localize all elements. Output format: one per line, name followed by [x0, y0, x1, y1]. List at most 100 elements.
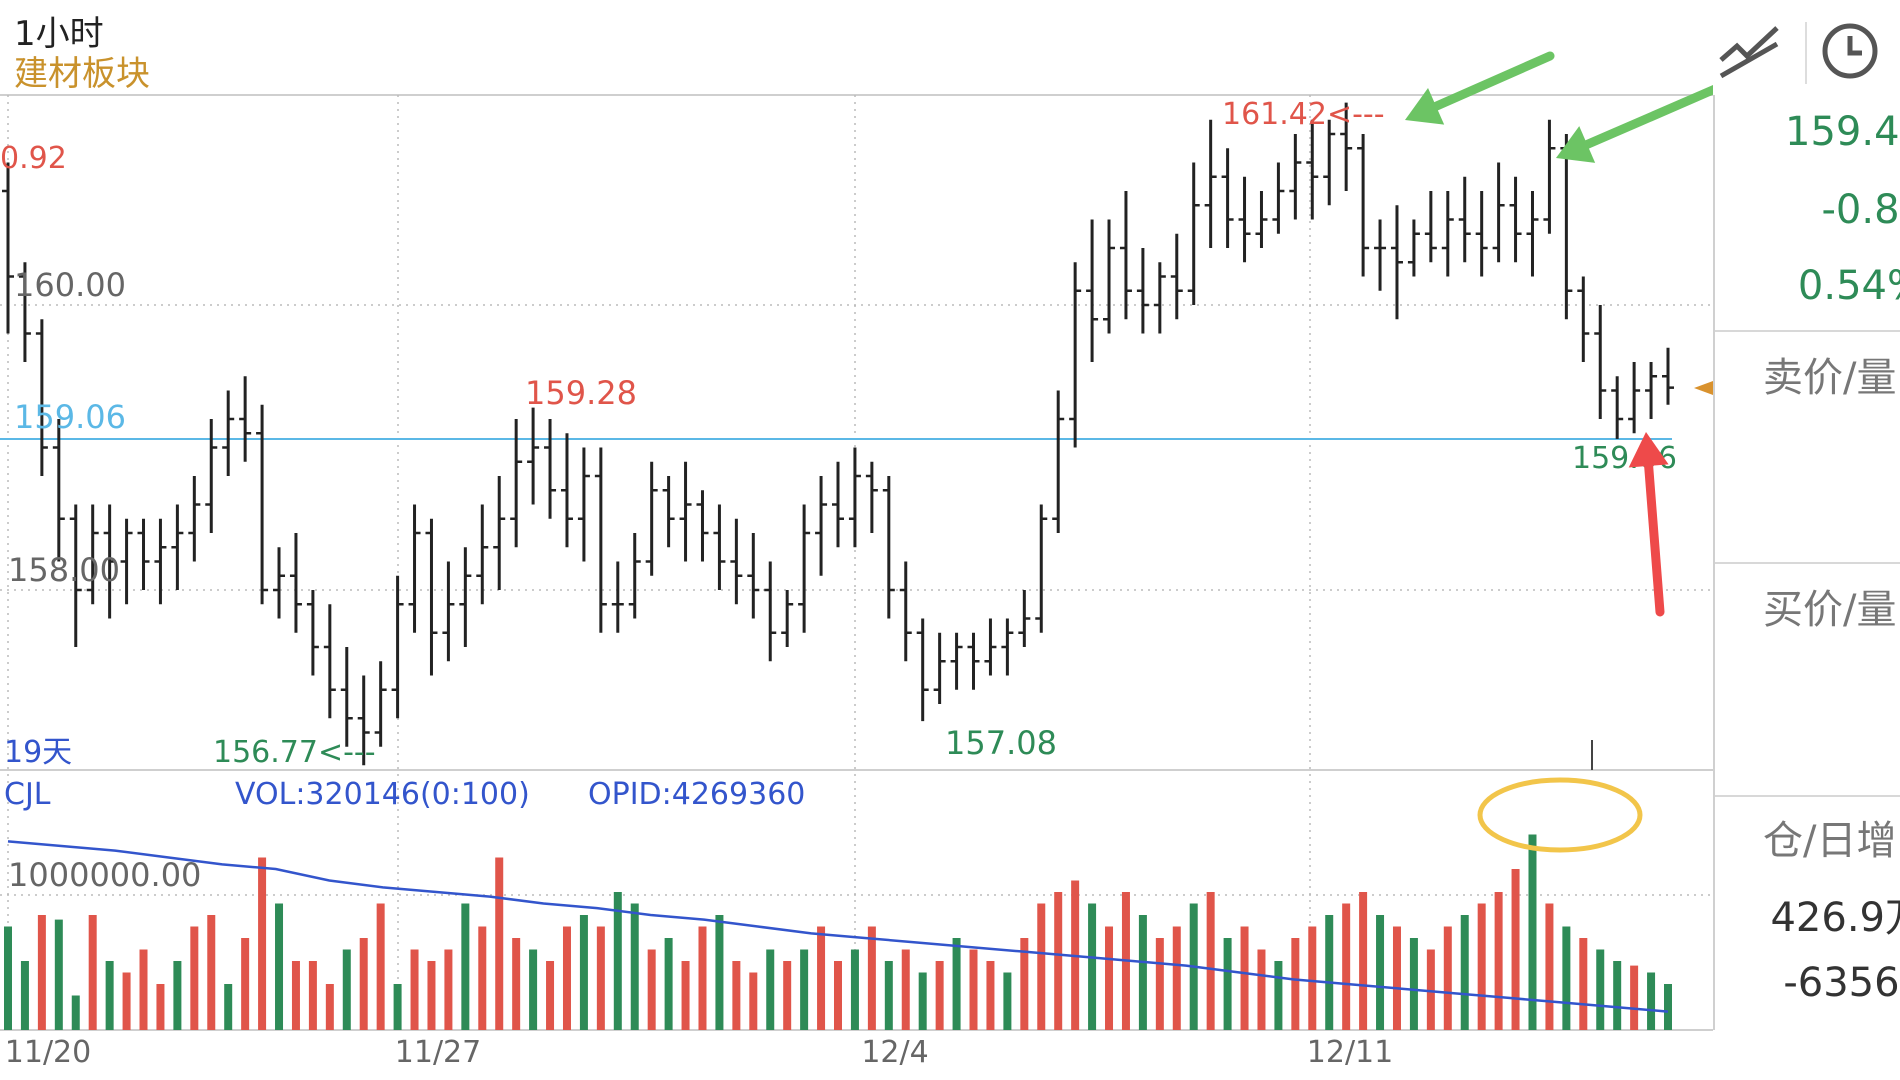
volume-bar — [512, 938, 521, 1030]
volume-bar — [1460, 915, 1469, 1030]
ohlc-bar — [1628, 362, 1641, 434]
panel-divider — [1715, 562, 1900, 564]
ohlc-bar — [984, 618, 997, 676]
ohlc-bar — [865, 461, 878, 533]
ohlc-bar — [1035, 504, 1048, 633]
ohlc-bar — [306, 590, 319, 676]
ohlc-bar — [1323, 119, 1336, 206]
clock-icon[interactable] — [1815, 16, 1885, 86]
price-bars — [2, 102, 1674, 766]
trend-line-icon[interactable] — [1715, 16, 1785, 86]
volume-bar — [1274, 961, 1283, 1030]
ohlc-bar — [69, 504, 82, 647]
ohlc-bar — [442, 561, 455, 662]
bid-price: -- — [1715, 662, 1900, 703]
volume-bar — [1511, 869, 1520, 1030]
ohlc-bar — [1238, 176, 1251, 263]
ohlc-bar — [222, 390, 235, 476]
ohlc-bar — [527, 407, 540, 505]
volume-bar — [749, 972, 758, 1030]
volume-bar — [1630, 965, 1639, 1030]
highlight-arrow — [1425, 51, 1555, 114]
ohlc-bar — [171, 504, 184, 590]
ohlc-bar — [764, 561, 777, 662]
volume-bar — [1325, 915, 1334, 1030]
volume-bar — [715, 915, 724, 1030]
highlight-arrow-head — [1405, 87, 1445, 125]
volume-bar — [1545, 903, 1554, 1030]
ohlc-bar — [1086, 219, 1099, 362]
ohlc-bar — [916, 618, 929, 722]
volume-bar — [546, 961, 555, 1030]
ohlc-bar — [1662, 347, 1674, 405]
ohlc-bar — [1001, 618, 1014, 676]
volume-bar — [1376, 915, 1385, 1030]
volume-bar — [1562, 926, 1571, 1030]
volume-bar — [630, 903, 639, 1030]
x-tick-label: 12/4 — [861, 1035, 928, 1070]
volume-bar — [393, 984, 402, 1030]
chart-canvas[interactable]: 160.00 158.00 0.92 159.06 161.42<--- 159.28 15… — [0, 0, 1713, 1080]
last-price: 159.42 — [1785, 109, 1900, 155]
volume-bar — [173, 961, 182, 1030]
volume-bar — [1223, 938, 1232, 1030]
volume-bar — [207, 915, 216, 1030]
ohlc-bar — [273, 547, 286, 619]
ohlc-bar — [1475, 191, 1488, 277]
ohlc-bar — [1289, 134, 1302, 220]
volume-bar — [224, 984, 233, 1030]
header-divider — [1805, 22, 1807, 84]
ohlc-bar — [154, 518, 167, 605]
volume-bar — [1138, 915, 1147, 1030]
volume-bar — [952, 938, 961, 1030]
volume-bar — [308, 961, 317, 1030]
volume-bar — [1054, 892, 1063, 1030]
volume-bar — [579, 915, 588, 1030]
volume-bar — [258, 857, 267, 1030]
volume-bar — [1037, 903, 1046, 1030]
volume-bar — [1308, 926, 1317, 1030]
ohlc-bar — [1069, 262, 1082, 448]
volume-bar — [461, 903, 470, 1030]
period-label[interactable]: 1小时 — [14, 14, 104, 54]
ohlc-bar — [374, 661, 387, 747]
volume-bar — [1105, 926, 1114, 1030]
price-marker — [1694, 381, 1713, 395]
ohlc-bar — [510, 419, 523, 548]
highlight-arrow-head — [1628, 432, 1669, 468]
ohlc-bar — [1374, 219, 1387, 291]
volume-bar — [1613, 961, 1622, 1030]
ohlc-bar — [408, 504, 421, 633]
ohlc-bar — [18, 262, 31, 362]
volume-bar — [495, 857, 504, 1030]
volume-bar — [122, 972, 131, 1030]
highlight-arrow — [1576, 84, 1713, 152]
ohlc-bar — [544, 419, 557, 519]
volume-legend: VOL:320146(0:100) — [235, 777, 530, 812]
volume-bar — [478, 926, 487, 1030]
ohlc-bar — [239, 376, 252, 462]
volume-bar — [241, 938, 250, 1030]
ohlc-bar — [1492, 162, 1505, 263]
volume-bar — [834, 961, 842, 1030]
volume-bar — [1291, 938, 1300, 1030]
low-price-label: 157.08 — [945, 724, 1057, 762]
ohlc-bar — [1170, 233, 1183, 320]
volume-bar — [291, 961, 300, 1030]
sector-name[interactable]: 建材板块 — [14, 54, 150, 94]
ohlc-bar — [747, 533, 760, 619]
ask-volume: -- — [1715, 505, 1900, 546]
ohlc-bar — [577, 447, 590, 562]
volume-bar — [884, 961, 893, 1030]
ohlc-bar — [611, 561, 624, 633]
volume-bar — [1342, 903, 1351, 1030]
ohlc-bar — [1306, 119, 1319, 220]
volume-bar — [698, 926, 707, 1030]
ohlc-bar — [882, 476, 895, 619]
ohlc-bar — [1103, 219, 1116, 334]
volume-bar — [1409, 938, 1418, 1030]
mid-high-label: 159.28 — [525, 374, 637, 412]
chart-header: 1小时 建材板块 — [0, 0, 1900, 95]
ohlc-bar — [35, 319, 48, 476]
volume-bar — [766, 949, 775, 1030]
